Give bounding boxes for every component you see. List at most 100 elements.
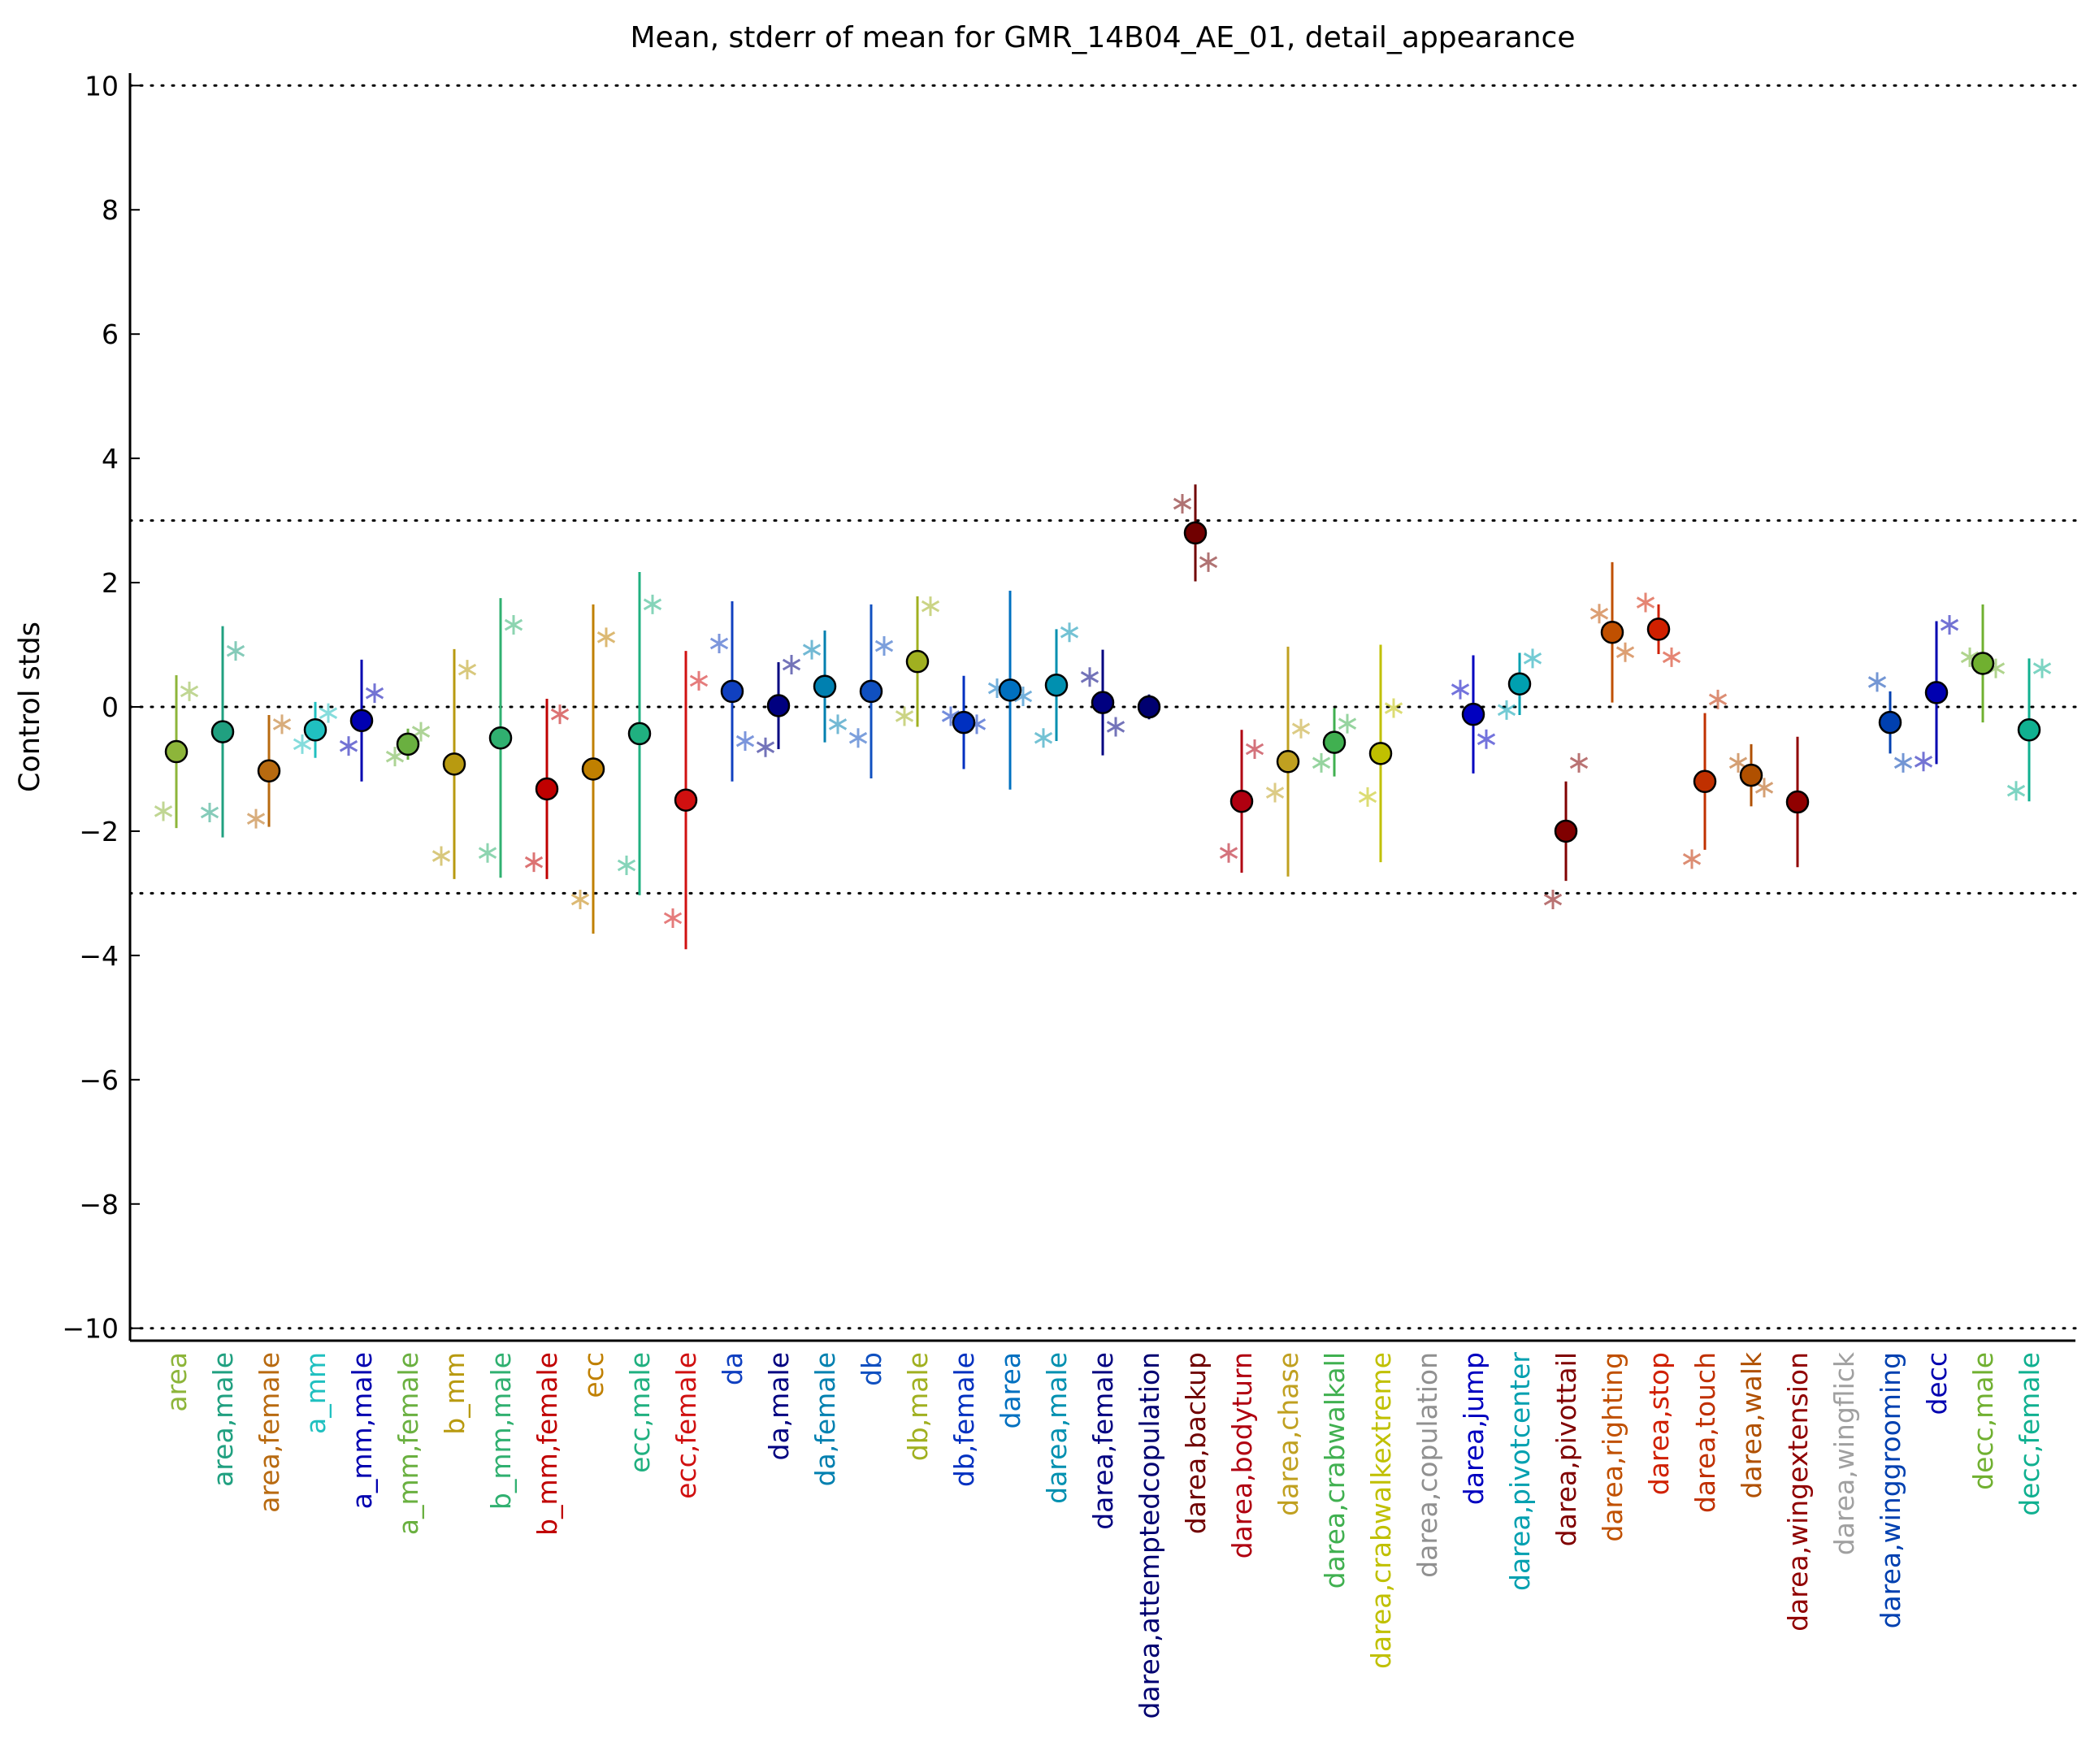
star-marker — [478, 843, 497, 863]
star-marker — [1245, 739, 1264, 759]
mean-marker — [1183, 521, 1208, 545]
star-marker — [643, 594, 662, 614]
star-marker — [1754, 778, 1774, 798]
star-marker — [180, 681, 199, 701]
y-tick-label: 10 — [85, 70, 119, 102]
x-tick-label: a_mm,female — [392, 1352, 424, 1535]
x-tick-label: darea,winggrooming — [1875, 1352, 1906, 1628]
x-tick-label: ecc,female — [670, 1352, 702, 1499]
star-marker — [782, 655, 801, 674]
mean-marker — [1785, 790, 1810, 814]
y-tick-label: 6 — [102, 319, 119, 350]
star-marker — [1940, 615, 1959, 635]
x-tick-label: b_mm — [439, 1352, 471, 1435]
star-marker — [570, 890, 590, 910]
mean-marker — [210, 720, 235, 743]
mean-marker — [720, 679, 744, 704]
x-tick-label: db — [856, 1352, 887, 1386]
x-tick-label: darea,wingflick — [1828, 1351, 1860, 1555]
mean-marker — [1924, 681, 1949, 704]
star-marker — [1662, 647, 1681, 667]
star-marker — [1708, 689, 1728, 709]
star-marker — [432, 846, 451, 866]
mean-marker — [627, 722, 652, 746]
x-tick-label: area,female — [254, 1352, 285, 1513]
x-tick-label: darea,attemptedcopulation — [1134, 1352, 1165, 1719]
star-marker — [1219, 843, 1238, 863]
star-marker — [1312, 752, 1331, 773]
mean-marker — [1137, 695, 1161, 719]
mean-marker — [1646, 618, 1671, 641]
star-marker — [689, 670, 709, 691]
x-tick-label: darea,wingextension — [1782, 1352, 1814, 1632]
star-marker — [1384, 698, 1403, 718]
star-marker — [1199, 552, 1218, 572]
mean-marker — [1229, 789, 1254, 813]
y-axis-label: Control stds — [14, 622, 46, 792]
star-marker — [272, 714, 292, 735]
mean-marker — [442, 752, 466, 776]
star-marker — [1728, 752, 1748, 773]
star-marker — [1265, 782, 1285, 803]
mean-marker — [813, 674, 837, 699]
star-marker — [458, 660, 477, 680]
star-marker — [874, 636, 894, 657]
x-tick-label: db,male — [902, 1352, 934, 1461]
star-marker — [1589, 604, 1609, 624]
star-marker — [1636, 592, 1655, 613]
x-tick-label: darea,pivotcenter — [1504, 1352, 1536, 1591]
x-tick-label: decc,male — [1967, 1352, 1999, 1490]
star-marker — [1106, 717, 1125, 737]
y-tick-label: 8 — [102, 194, 119, 226]
star-marker — [1615, 642, 1635, 662]
mean-marker — [535, 777, 559, 801]
star-marker — [200, 803, 219, 822]
x-tick-label: db,female — [948, 1352, 980, 1487]
x-tick-label: da,female — [809, 1352, 841, 1486]
x-tick-label: b_mm,female — [531, 1352, 563, 1536]
x-tick-label: darea — [995, 1352, 1026, 1429]
star-marker — [756, 737, 775, 757]
star-marker — [709, 634, 729, 653]
star-marker — [617, 856, 636, 875]
star-marker — [319, 703, 338, 723]
x-tick-label: darea,stop — [1643, 1352, 1675, 1495]
mean-marker — [952, 710, 976, 735]
x-tick-label: area,male — [207, 1352, 239, 1487]
star-marker — [1338, 713, 1357, 734]
star-marker — [1477, 729, 1496, 749]
star-marker — [921, 596, 940, 617]
chart-title: Mean, stderr of mean for GMR_14B04_AE_01… — [630, 21, 1575, 54]
x-tick-label: darea,chase — [1273, 1352, 1304, 1516]
x-tick-label: darea,male — [1041, 1352, 1073, 1504]
star-marker — [663, 908, 683, 928]
star-marker — [1173, 493, 1192, 514]
x-tick-label: ecc — [578, 1352, 609, 1398]
star-marker — [154, 801, 173, 821]
y-tick-label: −2 — [79, 816, 119, 847]
star-marker — [1080, 667, 1099, 687]
x-tick-label: darea,copulation — [1412, 1352, 1443, 1578]
mean-marker — [998, 678, 1022, 702]
star-marker — [246, 808, 266, 829]
x-tick-label: decc,female — [2014, 1352, 2045, 1516]
star-marker — [1569, 752, 1589, 773]
mean-marker — [859, 679, 883, 704]
star-marker — [293, 734, 312, 754]
star-marker — [735, 731, 755, 752]
x-tick-label: darea,jump — [1458, 1352, 1490, 1505]
x-tick-label: da,male — [763, 1352, 795, 1461]
mean-marker — [349, 709, 374, 733]
y-tick-label: 0 — [102, 691, 119, 723]
mean-marker — [1878, 710, 1902, 735]
mean-marker — [1739, 763, 1763, 787]
star-marker — [524, 852, 544, 873]
mean-marker — [581, 757, 605, 781]
y-tick-label: −8 — [79, 1189, 119, 1220]
mean-marker — [766, 694, 791, 717]
mean-marker — [1554, 819, 1578, 843]
star-marker — [2032, 658, 2052, 678]
y-tick-label: 4 — [102, 443, 119, 475]
x-tick-label: a_mm — [300, 1352, 332, 1434]
